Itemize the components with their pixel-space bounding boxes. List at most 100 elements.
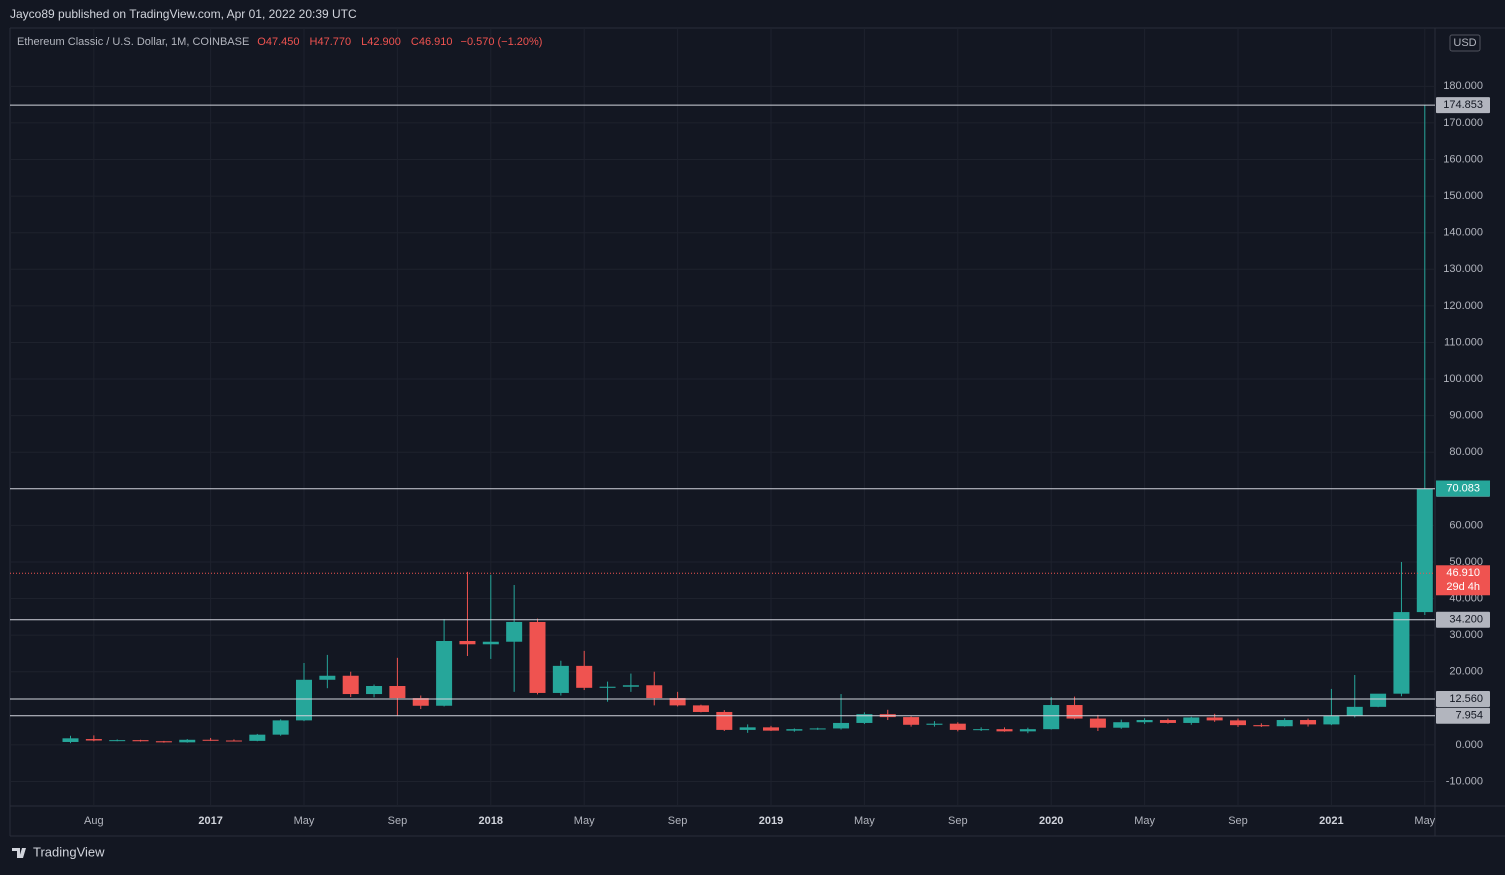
candle-body [973,729,990,731]
legend-key: O [257,36,266,48]
grid [10,28,1435,806]
candle-body [389,685,406,699]
last-price-box [1436,480,1490,497]
candle-body [809,728,826,730]
level-label-box [1436,707,1490,724]
countdown: 29d 4h [1446,581,1480,593]
marker-price-box [1436,565,1490,596]
candle-body [225,740,242,742]
candle-body [1346,706,1363,716]
x-tick-label: May [1414,815,1435,827]
publish-note: Jayco89 published on TradingView.com, Ap… [10,7,357,21]
level-label-box [1436,611,1490,628]
y-tick-label: 100.000 [1443,373,1483,385]
candle-body [249,734,266,741]
candle-body [1136,720,1153,723]
x-tick-label: 2019 [759,815,783,827]
x-tick-label: Aug [84,815,104,827]
x-tick-label: Sep [948,815,968,827]
y-tick-label: 80.000 [1449,446,1483,458]
x-tick-label: Sep [668,815,688,827]
chart-title: Ethereum Classic / U.S. Dollar, 1M, COIN… [17,36,542,48]
y-tick-label: 120.000 [1443,300,1483,312]
candle-body [646,685,663,699]
candle-body [202,739,219,741]
candle-body [1183,717,1200,723]
candle-body [272,720,289,735]
candle-body [576,665,593,688]
last-price-label: 70.083 [1446,482,1480,494]
candle-body [436,640,453,706]
y-tick-label: 90.000 [1449,410,1483,422]
x-tick-label: Sep [388,815,408,827]
candle-body [926,723,943,725]
candle-body [319,675,336,680]
legend-key: H [310,36,318,48]
y-tick-label: -10.000 [1446,775,1483,787]
legend-key: C [411,36,419,48]
candle-body [1089,718,1106,728]
axis: -10.000 0.000 20.000 30.000 40.000 50.000 60.0… [84,80,1490,827]
candle-body [1113,722,1130,728]
y-tick-label: 150.000 [1443,190,1483,202]
candle-body [622,685,639,687]
candle-body [1370,693,1387,707]
y-tick-label: 40.000 [1449,592,1483,604]
candle-body [366,685,383,695]
legend-value: 42.900 [367,36,401,48]
candle-body [529,621,546,693]
plot [10,104,1435,744]
candle-body [62,738,79,742]
x-tick-label: May [1134,815,1155,827]
candle-body [506,621,523,642]
y-tick-label: 50.000 [1449,556,1483,568]
level-label: 174.853 [1443,99,1483,111]
legend-value: 46.910 [419,36,453,48]
y-tick-label: 160.000 [1443,153,1483,165]
candle-body [599,686,616,688]
candle-body [132,740,149,742]
candle-body [1253,725,1270,727]
x-tick-label: May [854,815,875,827]
candle-body [179,739,196,743]
candle-body [669,698,686,706]
candle-body [739,727,756,730]
candle-body [716,711,733,730]
candle-body [949,723,966,730]
brand: TradingView [33,844,105,859]
candle-body [296,679,312,721]
candle-body [1276,720,1293,727]
marker-price-label: 46.910 [1446,567,1480,579]
x-tick-label: Sep [1228,815,1248,827]
candle-body [412,698,429,706]
candle-body [856,714,873,723]
y-tick-label: 180.000 [1443,80,1483,92]
candle-body [1206,717,1223,721]
candle-body [1230,720,1246,726]
y-tick-label: 30.000 [1449,629,1483,641]
candle-body [109,740,126,742]
candle-body [459,640,476,645]
level-label-box [1436,97,1490,114]
y-tick-label: 130.000 [1443,263,1483,275]
legend-value: 47.450 [266,36,300,48]
candle-body [692,705,709,712]
currency-box [1449,34,1481,52]
candle-body [1393,612,1410,694]
candle-body [903,717,920,725]
candle-body [1159,720,1176,723]
candle-body [786,729,803,731]
currency: USD [1453,37,1476,49]
level-label: 12.560 [1449,693,1483,705]
x-tick-label: 2020 [1039,815,1063,827]
candle-body [763,727,779,731]
y-tick-label: 20.000 [1449,666,1483,678]
y-tick-label: 110.000 [1444,336,1483,348]
level-label: 7.954 [1455,710,1483,722]
candle-body [996,729,1013,732]
candle-body [155,741,172,743]
candle-body [1043,705,1060,730]
candle-body [552,665,569,693]
candle-body [482,641,499,645]
